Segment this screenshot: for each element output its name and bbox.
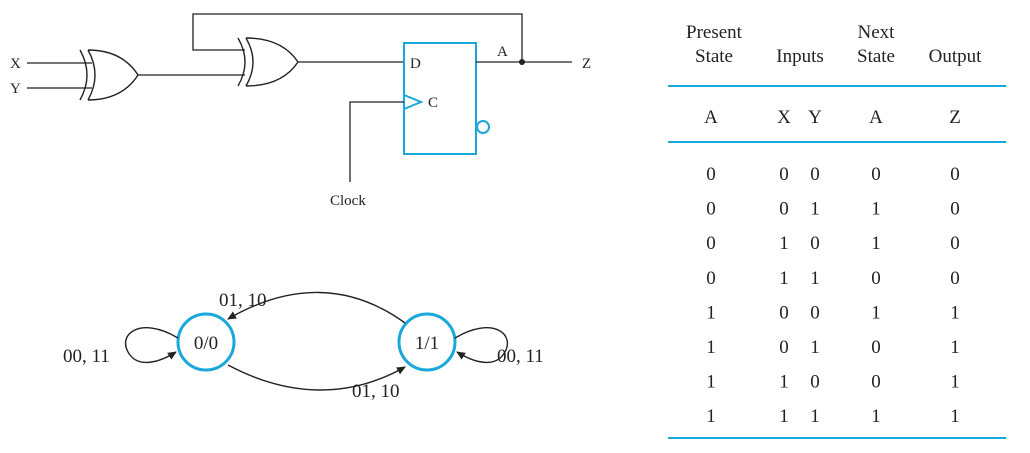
feedback-wire xyxy=(192,13,523,62)
cell-present-a: 0 xyxy=(706,268,716,289)
sub-header-present-a: A xyxy=(704,107,718,128)
sub-header-input-y: Y xyxy=(808,107,822,128)
cell-next-a: 0 xyxy=(871,372,881,393)
cell-present-a: 1 xyxy=(706,302,716,323)
ff-q-label: A xyxy=(497,44,508,60)
transition-0-to-1 xyxy=(227,364,406,391)
ff-c-label: C xyxy=(428,95,438,111)
cell-input-x: 1 xyxy=(779,372,789,393)
self-loop-1-label: 00, 11 xyxy=(497,346,544,367)
cell-input-y: 1 xyxy=(810,337,820,358)
transition-1-to-0 xyxy=(227,291,406,324)
cell-input-y: 0 xyxy=(810,164,820,185)
cell-next-a: 0 xyxy=(871,164,881,185)
cell-next-a: 1 xyxy=(871,233,881,254)
cell-present-a: 0 xyxy=(706,164,716,185)
cell-present-a: 0 xyxy=(706,199,716,220)
d-flip-flop xyxy=(403,42,477,155)
clock-label: Clock xyxy=(330,193,366,209)
cell-input-x: 1 xyxy=(779,233,789,254)
state-1-label: 1/1 xyxy=(415,333,439,354)
ff-d-label: D xyxy=(410,56,421,72)
cell-next-a: 1 xyxy=(871,406,881,427)
header-next: Next xyxy=(858,22,896,43)
input-x-label: X xyxy=(10,56,21,72)
transition-1-to-0-label: 01, 10 xyxy=(219,290,267,311)
clock-wire xyxy=(349,101,404,182)
cell-input-y: 0 xyxy=(810,302,820,323)
cell-input-x: 0 xyxy=(779,337,789,358)
table-body: 0 0 0 0 00 0 1 1 00 1 0 1 00 1 1 0 01 0 0 1 11 0 1 0 11 1 0 0 11 1 1 1 1 xyxy=(706,164,960,427)
state-0-label: 0/0 xyxy=(194,333,218,354)
self-loop-0-label: 00, 11 xyxy=(63,346,110,367)
cell-input-x: 0 xyxy=(779,302,789,323)
cell-output-z: 0 xyxy=(950,164,960,185)
clock-triangle xyxy=(403,94,424,110)
self-loop-0 xyxy=(124,327,179,364)
cell-input-x: 1 xyxy=(779,268,789,289)
header-output: Output xyxy=(929,46,983,67)
cell-next-a: 0 xyxy=(871,268,881,289)
circuit-diagram: X Y D C A Z Clock 0/0 1/1 00, 11 xyxy=(10,13,591,402)
junction-dot xyxy=(519,59,525,65)
sub-header-input-x: X xyxy=(777,107,791,128)
cell-present-a: 1 xyxy=(706,337,716,358)
cell-output-z: 1 xyxy=(950,337,960,358)
input-y-label: Y xyxy=(10,81,21,97)
cell-present-a: 1 xyxy=(706,372,716,393)
sub-header-output-z: Z xyxy=(949,107,961,128)
cell-input-x: 0 xyxy=(779,164,789,185)
state-1-circle xyxy=(397,312,457,372)
cell-next-a: 0 xyxy=(871,337,881,358)
cell-output-z: 0 xyxy=(950,233,960,254)
cell-input-x: 1 xyxy=(779,406,789,427)
cell-output-z: 1 xyxy=(950,406,960,427)
cell-input-y: 0 xyxy=(810,233,820,254)
header-present: Present xyxy=(686,22,743,43)
header-inputs: Inputs xyxy=(776,46,824,67)
header-next-state: State xyxy=(857,46,895,67)
cell-input-y: 1 xyxy=(810,406,820,427)
cell-output-z: 0 xyxy=(950,268,960,289)
cell-next-a: 1 xyxy=(871,199,881,220)
cell-input-y: 1 xyxy=(810,268,820,289)
state-0-circle xyxy=(176,312,236,372)
cell-input-y: 1 xyxy=(810,199,820,220)
cell-input-x: 0 xyxy=(779,199,789,220)
self-loop-1 xyxy=(454,327,509,364)
sub-header-next-a: A xyxy=(869,107,883,128)
transition-0-to-1-label: 01, 10 xyxy=(352,381,400,402)
cell-input-y: 0 xyxy=(810,372,820,393)
inverted-output-bubble xyxy=(476,120,490,134)
cell-output-z: 1 xyxy=(950,372,960,393)
cell-present-a: 1 xyxy=(706,406,716,427)
cell-next-a: 1 xyxy=(871,302,881,323)
output-z-label: Z xyxy=(582,56,591,72)
cell-output-z: 0 xyxy=(950,199,960,220)
header-state: State xyxy=(695,46,733,67)
state-diagram: 0/0 1/1 00, 11 00, 11 01, 10 01, 10 xyxy=(63,290,544,402)
cell-output-z: 1 xyxy=(950,302,960,323)
cell-present-a: 0 xyxy=(706,233,716,254)
